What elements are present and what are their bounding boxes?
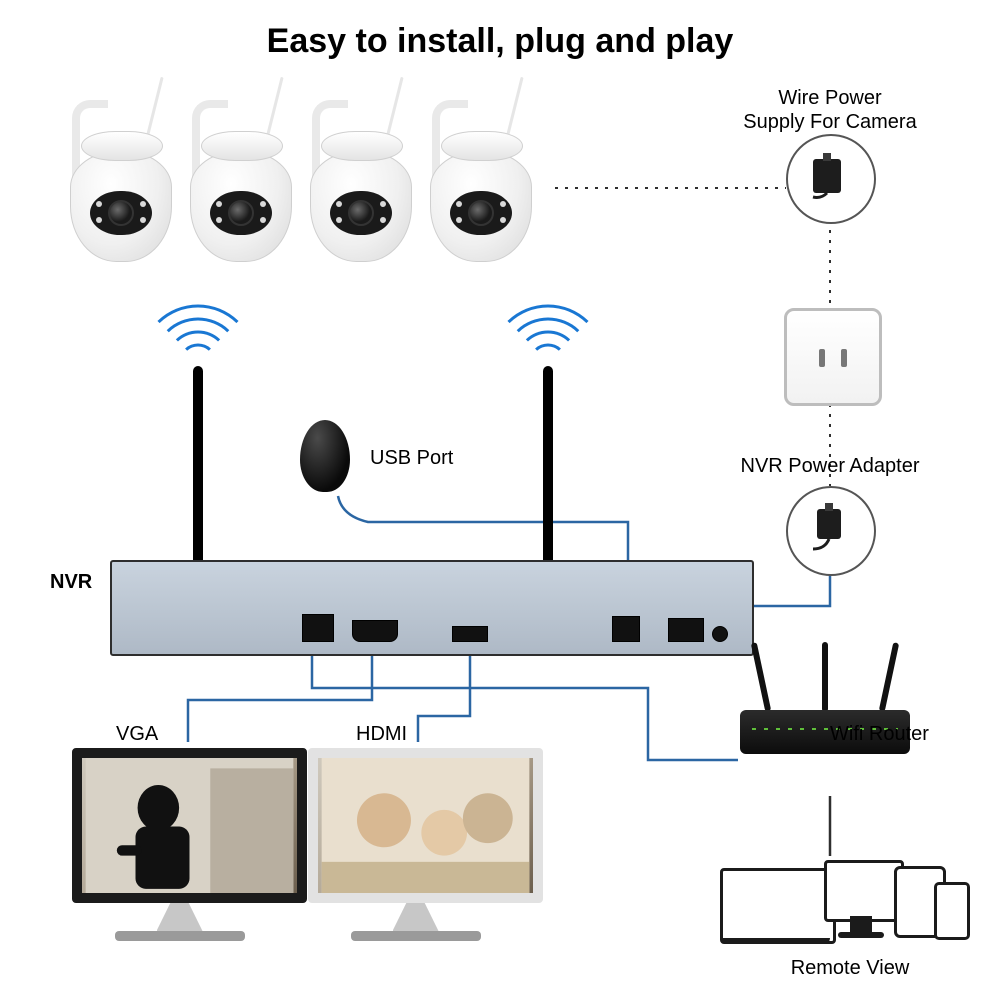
- label-hdmi: HDMI: [356, 722, 407, 746]
- label-wire-power: Wire Power Supply For Camera: [730, 86, 930, 134]
- wifi-waves-icon: [148, 300, 248, 360]
- hdmi-monitor: [308, 748, 523, 941]
- wifi-waves-icon: [498, 300, 598, 360]
- ptz-camera: [430, 80, 540, 262]
- label-wifi-router: Wifi Router: [830, 722, 970, 746]
- ptz-camera: [190, 80, 300, 262]
- vga-monitor: [72, 748, 287, 941]
- nvr-antenna-icon: [193, 366, 203, 566]
- usb-mouse-icon: [300, 420, 350, 492]
- label-nvr: NVR: [50, 570, 92, 594]
- label-nvr-adapter: NVR Power Adapter: [720, 454, 940, 478]
- page-title: Easy to install, plug and play: [0, 22, 1000, 61]
- camera-row: [70, 80, 550, 300]
- wall-outlet-icon: [784, 308, 882, 406]
- nvr-antenna-icon: [543, 366, 553, 566]
- ptz-camera: [310, 80, 420, 262]
- label-vga: VGA: [116, 722, 158, 746]
- ptz-camera: [70, 80, 180, 262]
- remote-devices: [720, 860, 950, 950]
- camera-power-supply-icon: [786, 134, 876, 224]
- nvr-power-adapter-icon: [786, 486, 876, 576]
- label-remote-view: Remote View: [770, 956, 930, 980]
- nvr-box: [110, 560, 754, 656]
- label-usb: USB Port: [370, 446, 453, 470]
